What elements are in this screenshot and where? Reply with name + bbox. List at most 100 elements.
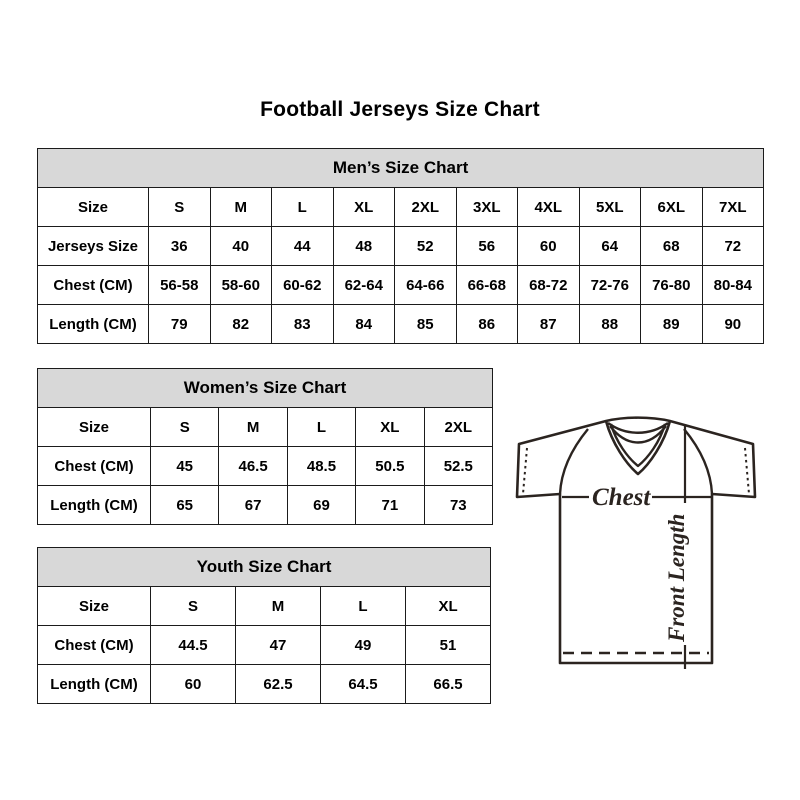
table-cell: 64 — [578, 226, 641, 266]
table-cell: 48 — [332, 226, 395, 266]
table-cell: 2XL — [423, 407, 494, 447]
table-row: Jerseys Size 36 40 44 48 52 56 60 64 68 … — [37, 226, 765, 266]
table-cell: 2XL — [394, 187, 457, 227]
table-cell: 45 — [149, 446, 220, 486]
table-cell: 65 — [149, 485, 220, 525]
table-cell: 56 — [455, 226, 518, 266]
table-cell: 60 — [150, 664, 236, 704]
table-cell: XL — [355, 407, 425, 447]
table-cell: 48.5 — [286, 446, 357, 486]
table-cell: 4XL — [517, 187, 580, 227]
chest-measure-label: Chest — [592, 484, 651, 511]
table-cell: L — [286, 407, 357, 447]
table-row: Length (CM) 65 67 69 71 73 — [37, 485, 494, 525]
table-cell: 40 — [209, 226, 272, 266]
table-cell: S — [150, 586, 236, 626]
table-cell: M — [209, 187, 272, 227]
table-cell: 62.5 — [235, 664, 321, 704]
table-row: Length (CM) 79 82 83 84 85 86 87 88 89 9… — [37, 304, 765, 344]
row-label-chest: Chest (CM) — [37, 625, 151, 665]
table-cell: 72-76 — [578, 265, 641, 305]
table-cell: 49 — [320, 625, 406, 665]
table-cell: 83 — [271, 304, 334, 344]
table-row: Length (CM) 60 62.5 64.5 66.5 — [37, 664, 492, 704]
front-length-measure-label: Front Length — [664, 514, 689, 643]
vneck-outer — [604, 420, 672, 476]
womens-size-table: Women’s Size Chart Size S M L XL 2XL Che… — [36, 368, 494, 525]
table-cell: 56-58 — [148, 265, 211, 305]
table-cell: 66.5 — [404, 664, 492, 704]
table-cell: 3XL — [455, 187, 518, 227]
table-cell: 71 — [355, 485, 425, 525]
table-cell: 44.5 — [150, 625, 236, 665]
table-title-row: Youth Size Chart — [36, 547, 492, 587]
table-cell: 64.5 — [320, 664, 406, 704]
table-cell: 90 — [701, 304, 765, 344]
mens-table-title: Men’s Size Chart — [36, 148, 765, 188]
table-cell: 62-64 — [332, 265, 395, 305]
table-cell: 46.5 — [218, 446, 288, 486]
left-armhole-seam — [558, 428, 589, 495]
table-cell: 79 — [148, 304, 211, 344]
row-label-jerseys-size: Jerseys Size — [37, 226, 149, 266]
table-cell: 64-66 — [394, 265, 457, 305]
table-row: Chest (CM) 45 46.5 48.5 50.5 52.5 — [37, 446, 494, 486]
table-cell: 89 — [640, 304, 703, 344]
table-cell: 73 — [423, 485, 494, 525]
table-cell: 67 — [218, 485, 288, 525]
table-cell: 85 — [394, 304, 457, 344]
row-label-size: Size — [37, 187, 149, 227]
table-row: Size S M L XL — [37, 586, 492, 626]
row-label-size: Size — [37, 407, 151, 447]
row-label-length: Length (CM) — [37, 664, 151, 704]
table-cell: S — [148, 187, 211, 227]
row-label-length: Length (CM) — [37, 485, 151, 525]
table-title-row: Women’s Size Chart — [36, 368, 494, 408]
right-armhole-seam — [683, 428, 714, 495]
table-row: Chest (CM) 56-58 58-60 60-62 62-64 64-66… — [37, 265, 765, 305]
table-cell: 5XL — [578, 187, 641, 227]
youth-size-table: Youth Size Chart Size S M L XL Chest (CM… — [36, 547, 492, 704]
table-cell: 44 — [271, 226, 334, 266]
table-cell: 76-80 — [640, 265, 703, 305]
table-cell: 80-84 — [701, 265, 765, 305]
table-cell: 6XL — [640, 187, 703, 227]
table-cell: XL — [404, 586, 492, 626]
table-cell: 58-60 — [209, 265, 272, 305]
table-cell: 84 — [332, 304, 395, 344]
row-label-chest: Chest (CM) — [37, 446, 151, 486]
table-cell: 82 — [209, 304, 272, 344]
right-cuff-stitch — [744, 447, 750, 495]
youth-table-title: Youth Size Chart — [36, 547, 492, 587]
table-row: Size S M L XL 2XL — [37, 407, 494, 447]
table-row: Chest (CM) 44.5 47 49 51 — [37, 625, 492, 665]
table-cell: 66-68 — [455, 265, 518, 305]
table-cell: M — [218, 407, 288, 447]
table-row: Size S M L XL 2XL 3XL 4XL 5XL 6XL 7XL — [37, 187, 765, 227]
table-cell: 88 — [578, 304, 641, 344]
table-cell: L — [271, 187, 334, 227]
table-cell: S — [149, 407, 220, 447]
table-cell: 69 — [286, 485, 357, 525]
table-cell: 60 — [517, 226, 580, 266]
vneck-inner — [609, 423, 667, 468]
table-cell: 50.5 — [355, 446, 425, 486]
table-cell: L — [320, 586, 406, 626]
table-cell: 47 — [235, 625, 321, 665]
row-label-length: Length (CM) — [37, 304, 149, 344]
jersey-measurement-diagram: Chest Front Length — [515, 416, 757, 669]
table-cell: 51 — [404, 625, 492, 665]
collar-arc-outer — [607, 422, 669, 434]
table-cell: 87 — [517, 304, 580, 344]
table-cell: 52 — [394, 226, 457, 266]
table-cell: XL — [332, 187, 395, 227]
table-cell: 68 — [640, 226, 703, 266]
table-cell: 86 — [455, 304, 518, 344]
table-cell: 36 — [148, 226, 211, 266]
table-cell: M — [235, 586, 321, 626]
table-cell: 52.5 — [423, 446, 494, 486]
collar-arc-inner — [609, 425, 667, 444]
row-label-chest: Chest (CM) — [37, 265, 149, 305]
table-cell: 7XL — [701, 187, 765, 227]
womens-table-title: Women’s Size Chart — [36, 368, 494, 408]
